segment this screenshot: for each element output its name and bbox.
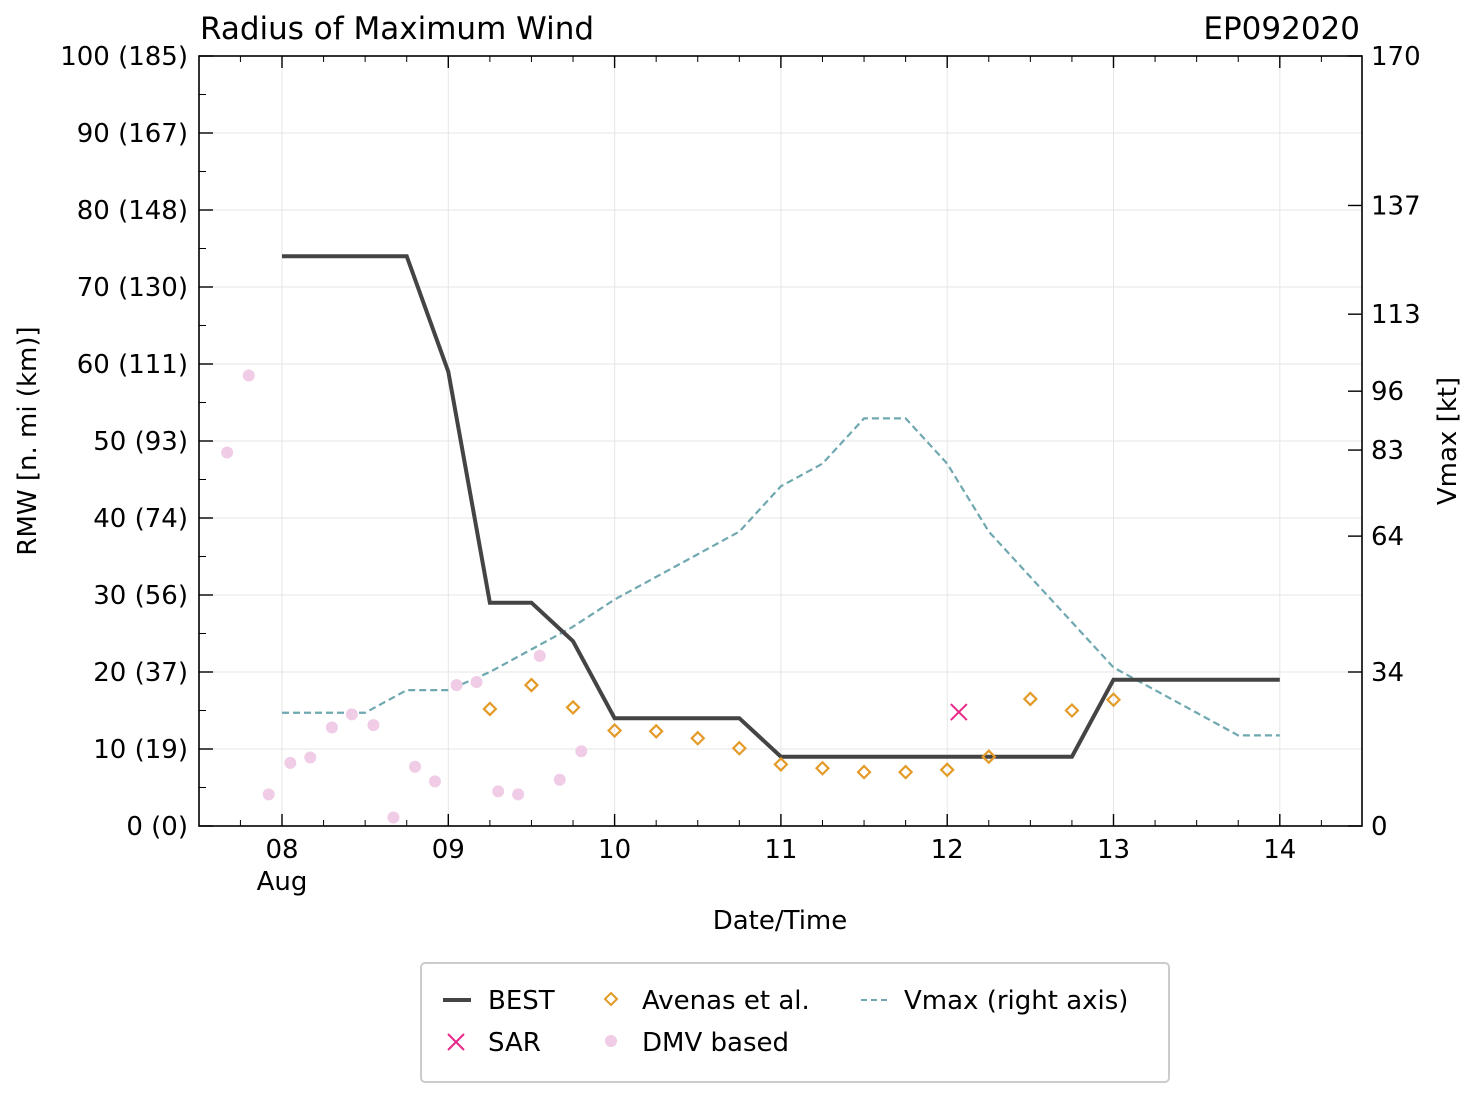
avenas-point (1064, 702, 1080, 719)
avenas-point (523, 677, 540, 693)
y-right-tick-label: 83 (1371, 436, 1404, 466)
legend-label-best: BEST (488, 986, 555, 1016)
y-tick-label: 100 (185) (60, 42, 188, 72)
legend-label-dmv: DMV based (642, 1028, 789, 1058)
dmv-point (409, 760, 422, 773)
dmv-point (533, 649, 546, 662)
storm-id: EP092020 (1203, 11, 1360, 47)
sar-point (950, 703, 968, 721)
x-tick-label: 08 (265, 835, 298, 865)
sar-point-stroke (950, 703, 968, 721)
chart-title: Radius of Maximum Wind (200, 11, 594, 47)
avenas-point (773, 756, 789, 772)
legend-marker-avenas (603, 991, 619, 1007)
dmv-point (242, 369, 255, 382)
dmv-point (470, 676, 483, 689)
avenas-point (898, 764, 914, 780)
x-axis-label: Date/Time (713, 906, 848, 936)
dmv-point (345, 708, 358, 721)
legend-marker-sar (447, 1033, 465, 1051)
legend-label-vmax: Vmax (right axis) (904, 986, 1128, 1016)
dmv-point (325, 721, 338, 734)
dmv-point (428, 775, 441, 788)
dmv-point (512, 788, 525, 801)
x-tick-label: 11 (764, 835, 797, 865)
legend-label-sar: SAR (488, 1028, 541, 1058)
avenas-point (814, 760, 831, 776)
avenas-point (1022, 691, 1038, 707)
avenas-point (690, 730, 706, 746)
avenas-point (981, 749, 997, 765)
y-tick-label: 60 (111) (77, 350, 188, 380)
avenas-point (939, 762, 955, 778)
y-tick-label: 30 (56) (93, 581, 188, 611)
y-tick-label: 10 (19) (93, 735, 188, 765)
avenas-point (1105, 692, 1122, 708)
legend-box (420, 962, 1170, 1083)
dmv-point (575, 745, 588, 758)
y-tick-label: 80 (148) (77, 196, 188, 226)
y-right-tick-label: 34 (1371, 658, 1404, 688)
dmv-point (221, 446, 234, 459)
avenas-point (482, 701, 498, 717)
y-tick-label: 0 (0) (126, 812, 188, 842)
dmv-point (262, 788, 275, 801)
x-tick-label: 10 (598, 835, 631, 865)
y-right-tick-label: 96 (1371, 377, 1404, 407)
avenas-point (648, 723, 664, 739)
y-axis-label-right: Vmax [kt] (1433, 377, 1463, 505)
y-right-tick-label: 64 (1371, 522, 1404, 552)
avenas-point (856, 764, 872, 780)
y-tick-label: 20 (37) (93, 658, 188, 688)
dmv-point (492, 785, 505, 798)
avenas-point (731, 740, 747, 756)
y-tick-label: 50 (93) (93, 427, 188, 457)
dmv-point (304, 751, 317, 764)
x-tick-label: 09 (432, 835, 465, 865)
y-axis-label-left: RMW [n. mi (km)] (13, 326, 43, 555)
x-tick-sublabel: Aug (257, 867, 308, 897)
x-tick-label: 13 (1097, 835, 1130, 865)
y-right-tick-label: 113 (1371, 300, 1421, 330)
avenas-point (565, 699, 581, 715)
dmv-point (284, 756, 297, 769)
y-tick-label: 70 (130) (77, 273, 188, 303)
y-tick-label: 90 (167) (77, 119, 188, 149)
avenas-point (607, 722, 623, 739)
legend-label-avenas: Avenas et al. (642, 986, 810, 1016)
y-right-tick-label: 170 (1371, 42, 1421, 72)
grid (199, 55, 1362, 827)
x-tick-label: 14 (1263, 835, 1296, 865)
series-layer (221, 254, 1280, 824)
y-right-tick-label: 0 (1371, 812, 1388, 842)
y-right-tick-label: 137 (1371, 191, 1421, 221)
legend-marker-dmv (605, 1035, 617, 1047)
legend: BEST SAR Avenas et al. DMV based Vmax (r… (420, 962, 1170, 1083)
dmv-point (553, 773, 566, 786)
x-tick-label: 12 (931, 835, 964, 865)
best-series-line (282, 254, 1280, 759)
y-tick-label: 40 (74) (93, 504, 188, 534)
dmv-point (367, 719, 380, 732)
dmv-point (450, 679, 463, 692)
dmv-point (387, 811, 400, 824)
